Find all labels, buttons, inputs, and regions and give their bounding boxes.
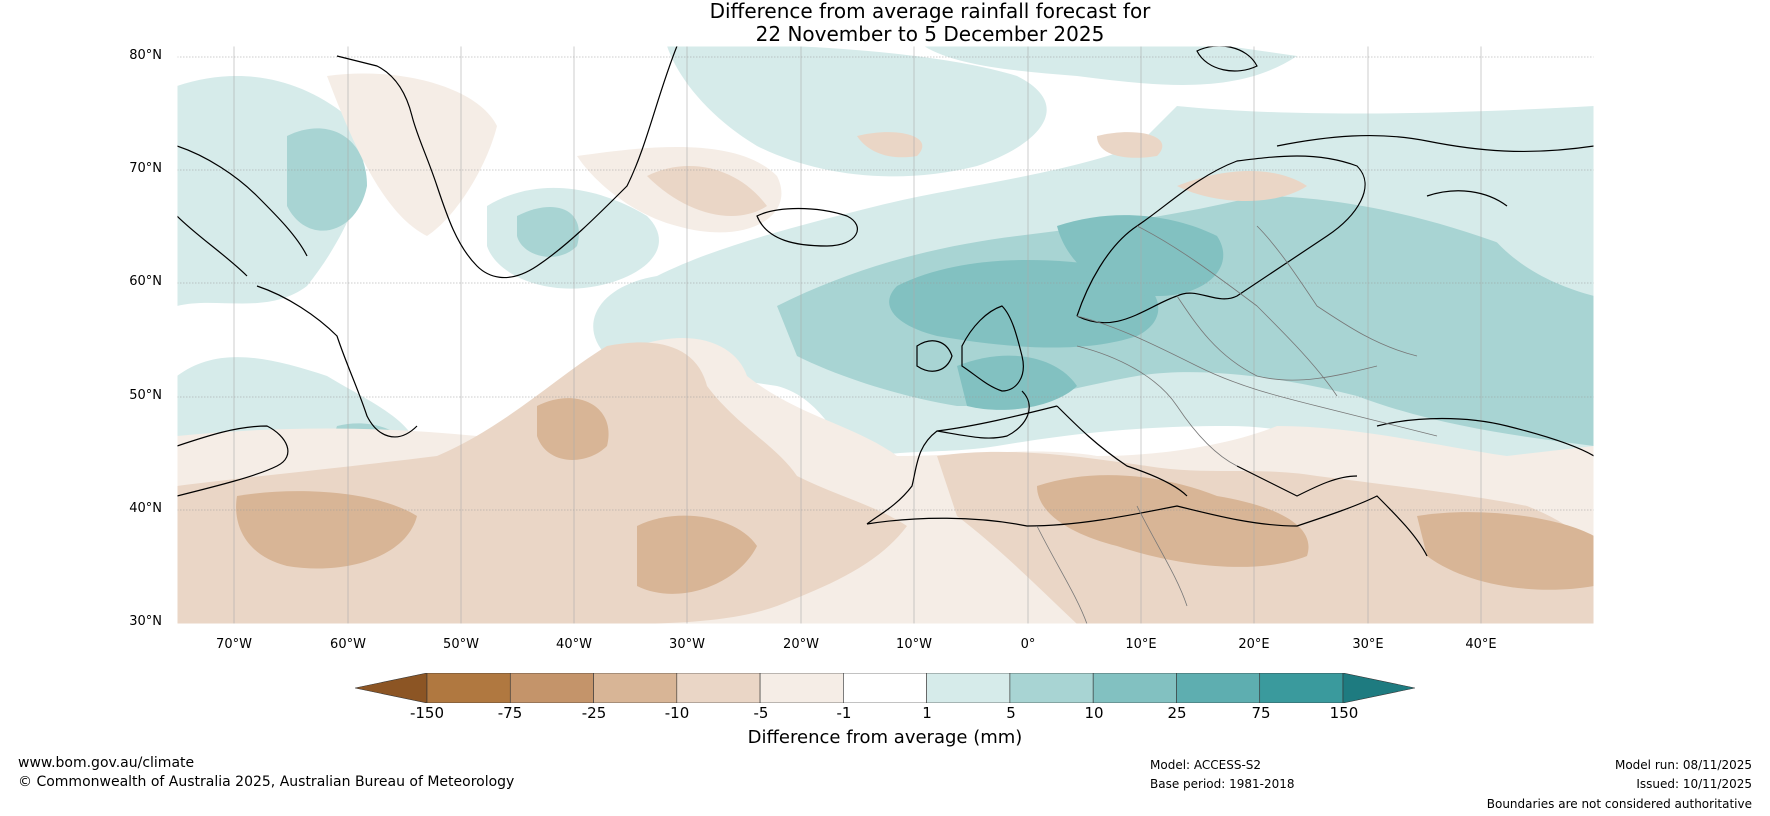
greenland-coast bbox=[336, 46, 678, 279]
colorbar-segment bbox=[759, 673, 844, 703]
lon-label-20w: 20°W bbox=[783, 637, 819, 652]
italy-coast bbox=[1056, 405, 1188, 497]
colorbar-tick: -5 bbox=[753, 704, 769, 722]
website-link[interactable]: www.bom.gov.au/climate bbox=[18, 755, 195, 771]
lat-label-80n: 80°N bbox=[129, 48, 162, 63]
lon-label-30e: 30°E bbox=[1352, 637, 1384, 652]
lon-label-70w: 70°W bbox=[216, 637, 252, 652]
issued-date: Issued: 10/11/2025 bbox=[1636, 777, 1752, 791]
model-name: Model: ACCESS-S2 bbox=[1150, 758, 1262, 772]
iceland-coast bbox=[756, 207, 858, 247]
anomaly-fill-areas bbox=[177, 46, 1594, 557]
white-sea-coast bbox=[1426, 190, 1508, 207]
great-britain-coast bbox=[961, 305, 1024, 392]
colorbar-segment bbox=[593, 673, 678, 703]
lon-label-20e: 20°E bbox=[1238, 637, 1270, 652]
colorbar-tick: -1 bbox=[836, 704, 852, 722]
colorbar-segment bbox=[1092, 673, 1177, 703]
lat-label-60n: 60°N bbox=[129, 274, 162, 289]
colorbar-tick: 5 bbox=[1006, 704, 1016, 722]
balkans-coast bbox=[1236, 465, 1358, 497]
colorbar-tick: -25 bbox=[581, 704, 607, 722]
colorbar-segment bbox=[426, 673, 511, 703]
north-africa-coast bbox=[866, 495, 1428, 557]
ireland-coast bbox=[916, 340, 953, 372]
lat-label-50n: 50°N bbox=[129, 388, 162, 403]
lon-label-50w: 50°W bbox=[443, 637, 479, 652]
map-title: Difference from average rainfall forecas… bbox=[0, 0, 1770, 46]
colorbar-tick: -75 bbox=[497, 704, 523, 722]
meridians bbox=[233, 46, 1482, 624]
colorbar-tick: 1 bbox=[922, 704, 932, 722]
country-borders bbox=[1036, 225, 1438, 624]
graticule bbox=[177, 56, 1594, 511]
boundaries-disclaimer: Boundaries are not considered authoritat… bbox=[1486, 797, 1752, 811]
colorbar-tick: 150 bbox=[1329, 704, 1359, 722]
rainfall-anomaly-map bbox=[177, 46, 1594, 624]
model-run-date: Model run: 08/11/2025 bbox=[1614, 758, 1752, 772]
scandinavia-coast bbox=[1076, 155, 1366, 324]
lat-label-30n: 30°N bbox=[129, 614, 162, 629]
colorbar-extend-high bbox=[1342, 673, 1415, 703]
title-line-2: 22 November to 5 December 2025 bbox=[755, 22, 1105, 46]
lon-label-10w: 10°W bbox=[896, 637, 932, 652]
arctic-russia-coast bbox=[1276, 134, 1594, 153]
coastlines bbox=[177, 46, 1594, 557]
colorbar-tick: -10 bbox=[664, 704, 690, 722]
colorbar-tick: 25 bbox=[1167, 704, 1187, 722]
colorbar-extend-low bbox=[355, 673, 428, 703]
colorbar-segment bbox=[509, 673, 594, 703]
lon-label-40w: 40°W bbox=[556, 637, 592, 652]
colorbar-segment bbox=[1009, 673, 1094, 703]
colorbar bbox=[355, 673, 1415, 703]
colorbar-tick: -150 bbox=[409, 704, 445, 722]
lon-label-30w: 30°W bbox=[669, 637, 705, 652]
black-sea-coast bbox=[1376, 417, 1594, 457]
colorbar-segment bbox=[676, 673, 761, 703]
lon-label-10e: 10°E bbox=[1125, 637, 1157, 652]
colorbar-segment bbox=[1176, 673, 1261, 703]
iberia-coast bbox=[866, 390, 1058, 525]
dry-anomaly-areas bbox=[177, 73, 1594, 624]
colorbar-segment bbox=[1259, 673, 1344, 703]
colorbar-tick: 75 bbox=[1251, 704, 1271, 722]
lat-label-70n: 70°N bbox=[129, 161, 162, 176]
baffin-coast bbox=[177, 145, 308, 277]
labrador-coast bbox=[177, 285, 418, 497]
lon-label-0: 0° bbox=[1020, 637, 1036, 652]
colorbar-segment bbox=[926, 673, 1011, 703]
copyright-text: © Commonwealth of Australia 2025, Austra… bbox=[18, 774, 515, 790]
lon-label-60w: 60°W bbox=[330, 637, 366, 652]
colorbar-label: Difference from average (mm) bbox=[747, 727, 1023, 748]
title-line-1: Difference from average rainfall forecas… bbox=[709, 0, 1151, 23]
lon-label-40e: 40°E bbox=[1465, 637, 1497, 652]
base-period: Base period: 1981-2018 bbox=[1150, 777, 1295, 791]
colorbar-tick: 10 bbox=[1084, 704, 1104, 722]
colorbar-segment bbox=[843, 673, 927, 703]
lat-label-40n: 40°N bbox=[129, 501, 162, 516]
